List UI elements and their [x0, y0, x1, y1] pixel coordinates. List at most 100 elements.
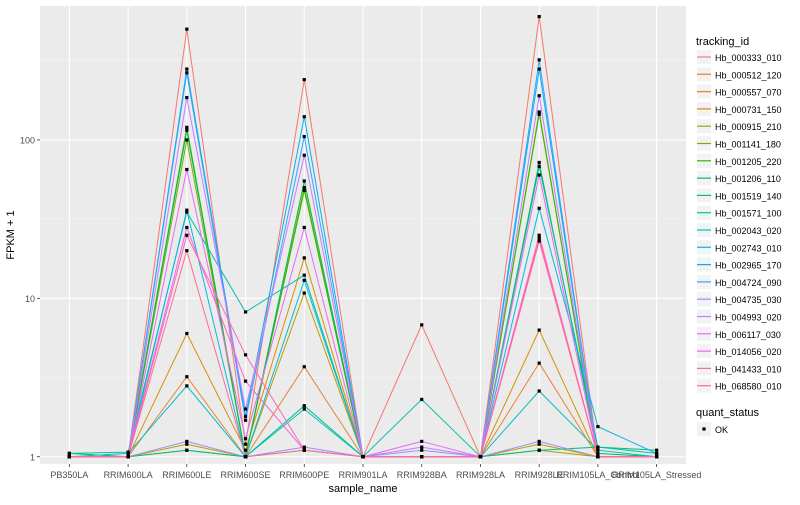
x-tick-label: RRIM105LA_Stressed	[612, 470, 702, 480]
data-point	[126, 451, 130, 455]
legend-label: Hb_014056_020	[715, 347, 782, 357]
data-point	[537, 160, 541, 165]
data-point	[185, 67, 189, 71]
data-point	[302, 78, 306, 82]
data-point	[361, 455, 365, 459]
x-tick-label: RRIM928LE	[515, 470, 564, 480]
x-tick-label: RRIM928BA	[397, 470, 447, 480]
legend-label: Hb_001571_100	[715, 209, 782, 219]
y-axis: 1 10 100	[20, 135, 40, 462]
x-tick-label: PB350LA	[50, 470, 88, 480]
data-point	[596, 448, 600, 452]
data-point	[420, 439, 424, 443]
legend-label: Hb_000333_010	[715, 53, 782, 63]
legend-label: Hb_068580_010	[715, 382, 782, 392]
data-point	[302, 185, 306, 190]
data-point	[302, 153, 306, 157]
data-point	[243, 414, 248, 418]
data-point	[537, 58, 541, 62]
data-point	[243, 448, 248, 452]
legend-label: Hb_000512_120	[715, 70, 782, 80]
legend-label: Hb_004724_090	[715, 278, 782, 288]
legend-label: Hb_041433_010	[715, 364, 782, 374]
data-point	[185, 125, 189, 129]
data-point	[537, 448, 541, 452]
data-point	[537, 236, 541, 240]
legend-label: Hb_002743_010	[715, 243, 782, 253]
data-points	[67, 15, 659, 459]
data-point	[302, 134, 306, 139]
data-point	[302, 115, 306, 119]
data-point	[185, 375, 189, 379]
data-point	[185, 27, 189, 31]
data-point	[243, 418, 248, 422]
legend-label: Hb_006117_030	[715, 330, 781, 340]
data-point	[302, 448, 306, 452]
data-point	[126, 455, 130, 459]
data-point	[302, 407, 306, 411]
data-point	[537, 361, 541, 365]
x-tick-label: RRIM928LA	[456, 470, 505, 480]
data-point	[537, 94, 541, 98]
data-point	[537, 164, 541, 169]
data-point	[596, 445, 600, 449]
data-point	[596, 455, 600, 459]
legend-label: Hb_000557_070	[715, 88, 782, 98]
data-point	[302, 273, 306, 277]
legend-label: Hb_004735_030	[715, 295, 782, 305]
data-point	[185, 442, 189, 446]
data-point	[537, 439, 541, 443]
data-point	[655, 448, 659, 452]
data-point	[420, 455, 424, 459]
data-point	[537, 67, 541, 71]
legend-tracking-id: tracking_id Hb_000333_010 Hb_000512_120 Hb…	[696, 36, 782, 393]
y-tick-label: 10	[25, 294, 35, 304]
data-point	[185, 95, 189, 100]
data-point	[537, 389, 541, 393]
y-tick-label: 100	[20, 135, 35, 145]
data-point	[185, 210, 189, 214]
x-tick-label: RRIM600PE	[279, 470, 329, 480]
data-point	[537, 110, 541, 114]
data-point	[537, 233, 541, 237]
data-point	[420, 445, 424, 449]
legend-quant-status: quant_status OK	[696, 407, 759, 436]
data-point	[478, 455, 483, 459]
data-point	[302, 256, 306, 260]
data-point	[243, 310, 248, 314]
legend-label: Hb_001205_220	[715, 157, 782, 167]
data-point	[537, 206, 541, 210]
data-point	[420, 448, 424, 452]
data-point	[302, 188, 306, 192]
data-point	[243, 455, 248, 459]
legend-label: Hb_000915_210	[715, 122, 782, 132]
data-point	[302, 404, 306, 408]
data-point	[185, 384, 189, 388]
data-point	[302, 291, 306, 295]
y-tick-label: 1	[30, 452, 35, 462]
x-tick-label: RRIM600SE	[221, 470, 271, 480]
data-point	[420, 397, 424, 402]
x-tick-label: RRIM600LE	[162, 470, 211, 480]
data-point	[185, 208, 189, 212]
data-point	[243, 353, 248, 357]
data-point	[243, 442, 248, 446]
data-point	[185, 233, 189, 237]
data-point	[537, 328, 541, 332]
data-point	[185, 71, 189, 75]
x-axis-title: sample_name	[328, 483, 397, 495]
data-point	[537, 239, 541, 243]
legend-label: Hb_001206_110	[715, 174, 781, 184]
data-point	[185, 138, 189, 142]
data-point	[185, 331, 189, 336]
legend-status-label: OK	[715, 425, 728, 435]
data-point	[537, 173, 541, 177]
data-point	[655, 455, 659, 459]
data-point	[655, 451, 659, 455]
data-point	[596, 451, 600, 455]
data-point	[537, 112, 541, 116]
data-point	[185, 128, 189, 132]
data-point	[537, 442, 541, 446]
data-point	[67, 451, 71, 455]
